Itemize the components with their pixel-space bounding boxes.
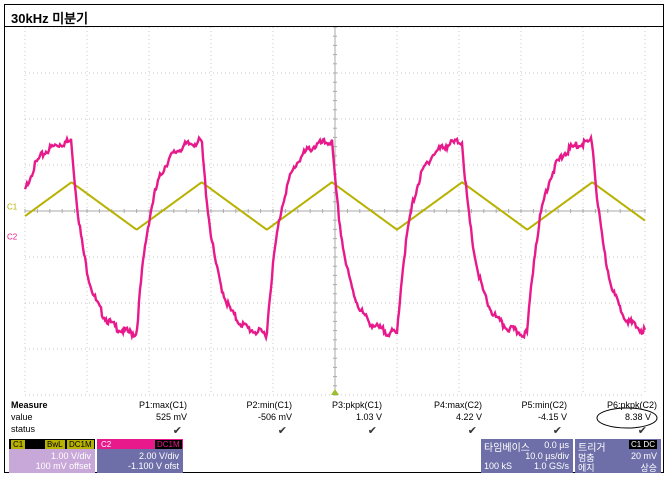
c1-coupling-tag: DC1M [67,440,94,449]
trigger-box[interactable]: 트리거 C1 DC 멈춤 20 mV 에지 상승 [575,439,661,473]
check-icon: ✔ [552,425,562,437]
measure-p5-value: -4.15 V [537,412,567,422]
measure-p1-value: 525 mV [155,412,187,422]
measure-status-label: status [11,424,36,434]
measure-col-p4-name[interactable]: P4:max(C2) [433,400,482,410]
measure-value-row: value 525 mV -506 mV 1.03 V 4.22 V -4.15… [11,412,657,423]
timebase-rate: 1.0 GS/s [533,461,569,471]
measure-col-p5-name[interactable]: P5:min(C2) [521,400,567,410]
measure-p4-value: 4.22 V [455,412,482,422]
c2-vdiv: 2.00 V/div [138,451,179,461]
timebase-tdiv: 10.0 µs/div [525,451,569,461]
c1-vdiv: 1.00 V/div [50,451,91,461]
measure-p2-value: -506 mV [257,412,292,422]
check-icon: ✔ [277,425,287,437]
measure-status-row: status ✔ ✔ ✔ ✔ ✔ ✔ [11,424,657,437]
trigger-label: 트리거 [578,443,606,454]
trigger-tags: C1 DC [628,440,657,449]
channel-bar: C1 BwL DC1M 1.00 V/div 100 mV offset C2 … [5,439,663,473]
c1-marker: C1 [7,202,18,211]
channel-c1-box[interactable]: C1 BwL DC1M 1.00 V/div 100 mV offset [9,439,95,473]
measure-heading: Measure [11,400,48,410]
timebase-label: 타임베이스 [484,443,530,454]
trigger-type: 에지 [578,463,595,473]
channel-c2-box[interactable]: C2 DC1M 2.00 V/div -1.100 V ofst [97,439,183,473]
check-icon: ✔ [172,425,182,437]
c1-offset: 100 mV offset [35,461,91,471]
trigger-level: 20 mV [630,451,657,461]
measure-panel: Measure P1:max(C1) P2:min(C1) P3:pkpk(C1… [5,398,663,439]
measure-col-p6-name[interactable]: P6:pkpk(C2) [606,400,657,410]
check-icon: ✔ [637,425,647,437]
c1-label: C1 [11,440,26,449]
measure-header-row: Measure P1:max(C1) P2:min(C1) P3:pkpk(C1… [11,400,657,411]
oscilloscope-screenshot: 30kHz 미분기 C1 C2 Measure P1:max(C1) P2:min… [4,4,664,473]
measure-p3-value: 1.03 V [355,412,382,422]
measure-value-label: value [11,412,33,422]
check-icon: ✔ [467,425,477,437]
c2-label: C2 [101,440,112,449]
measure-p6-value: 8.38 V [624,412,651,422]
trigger-mode: 멈춤 [578,453,595,463]
timebase-delay: 0.0 µs [544,440,569,450]
waveform-svg: C1 C2 [7,27,647,396]
page-title: 30kHz 미분기 [11,11,89,26]
trigger-position-marker [331,389,339,395]
highlight-ellipse [596,407,658,429]
measure-col-p2-name[interactable]: P2:min(C1) [246,400,292,410]
waveform-display: C1 C2 [5,27,663,398]
check-icon: ✔ [367,425,377,437]
timebase-samples: 100 kS [484,461,513,471]
c2-coupling-tag: DC1M [155,440,182,449]
measure-col-p1-name[interactable]: P1:max(C1) [138,400,187,410]
c2-marker: C2 [7,232,18,241]
c1-bwl-tag: BwL [45,440,65,449]
measure-col-p3-name[interactable]: P3:pkpk(C1) [331,400,382,410]
title-bar: 30kHz 미분기 [5,5,663,27]
trigger-slope: 상승 [640,463,657,473]
c2-offset: -1.100 V ofst [127,461,179,471]
timebase-box[interactable]: 타임베이스 0.0 µs 10.0 µs/div 100 kS 1.0 GS/s [481,439,573,473]
c2-waveform [23,133,647,342]
